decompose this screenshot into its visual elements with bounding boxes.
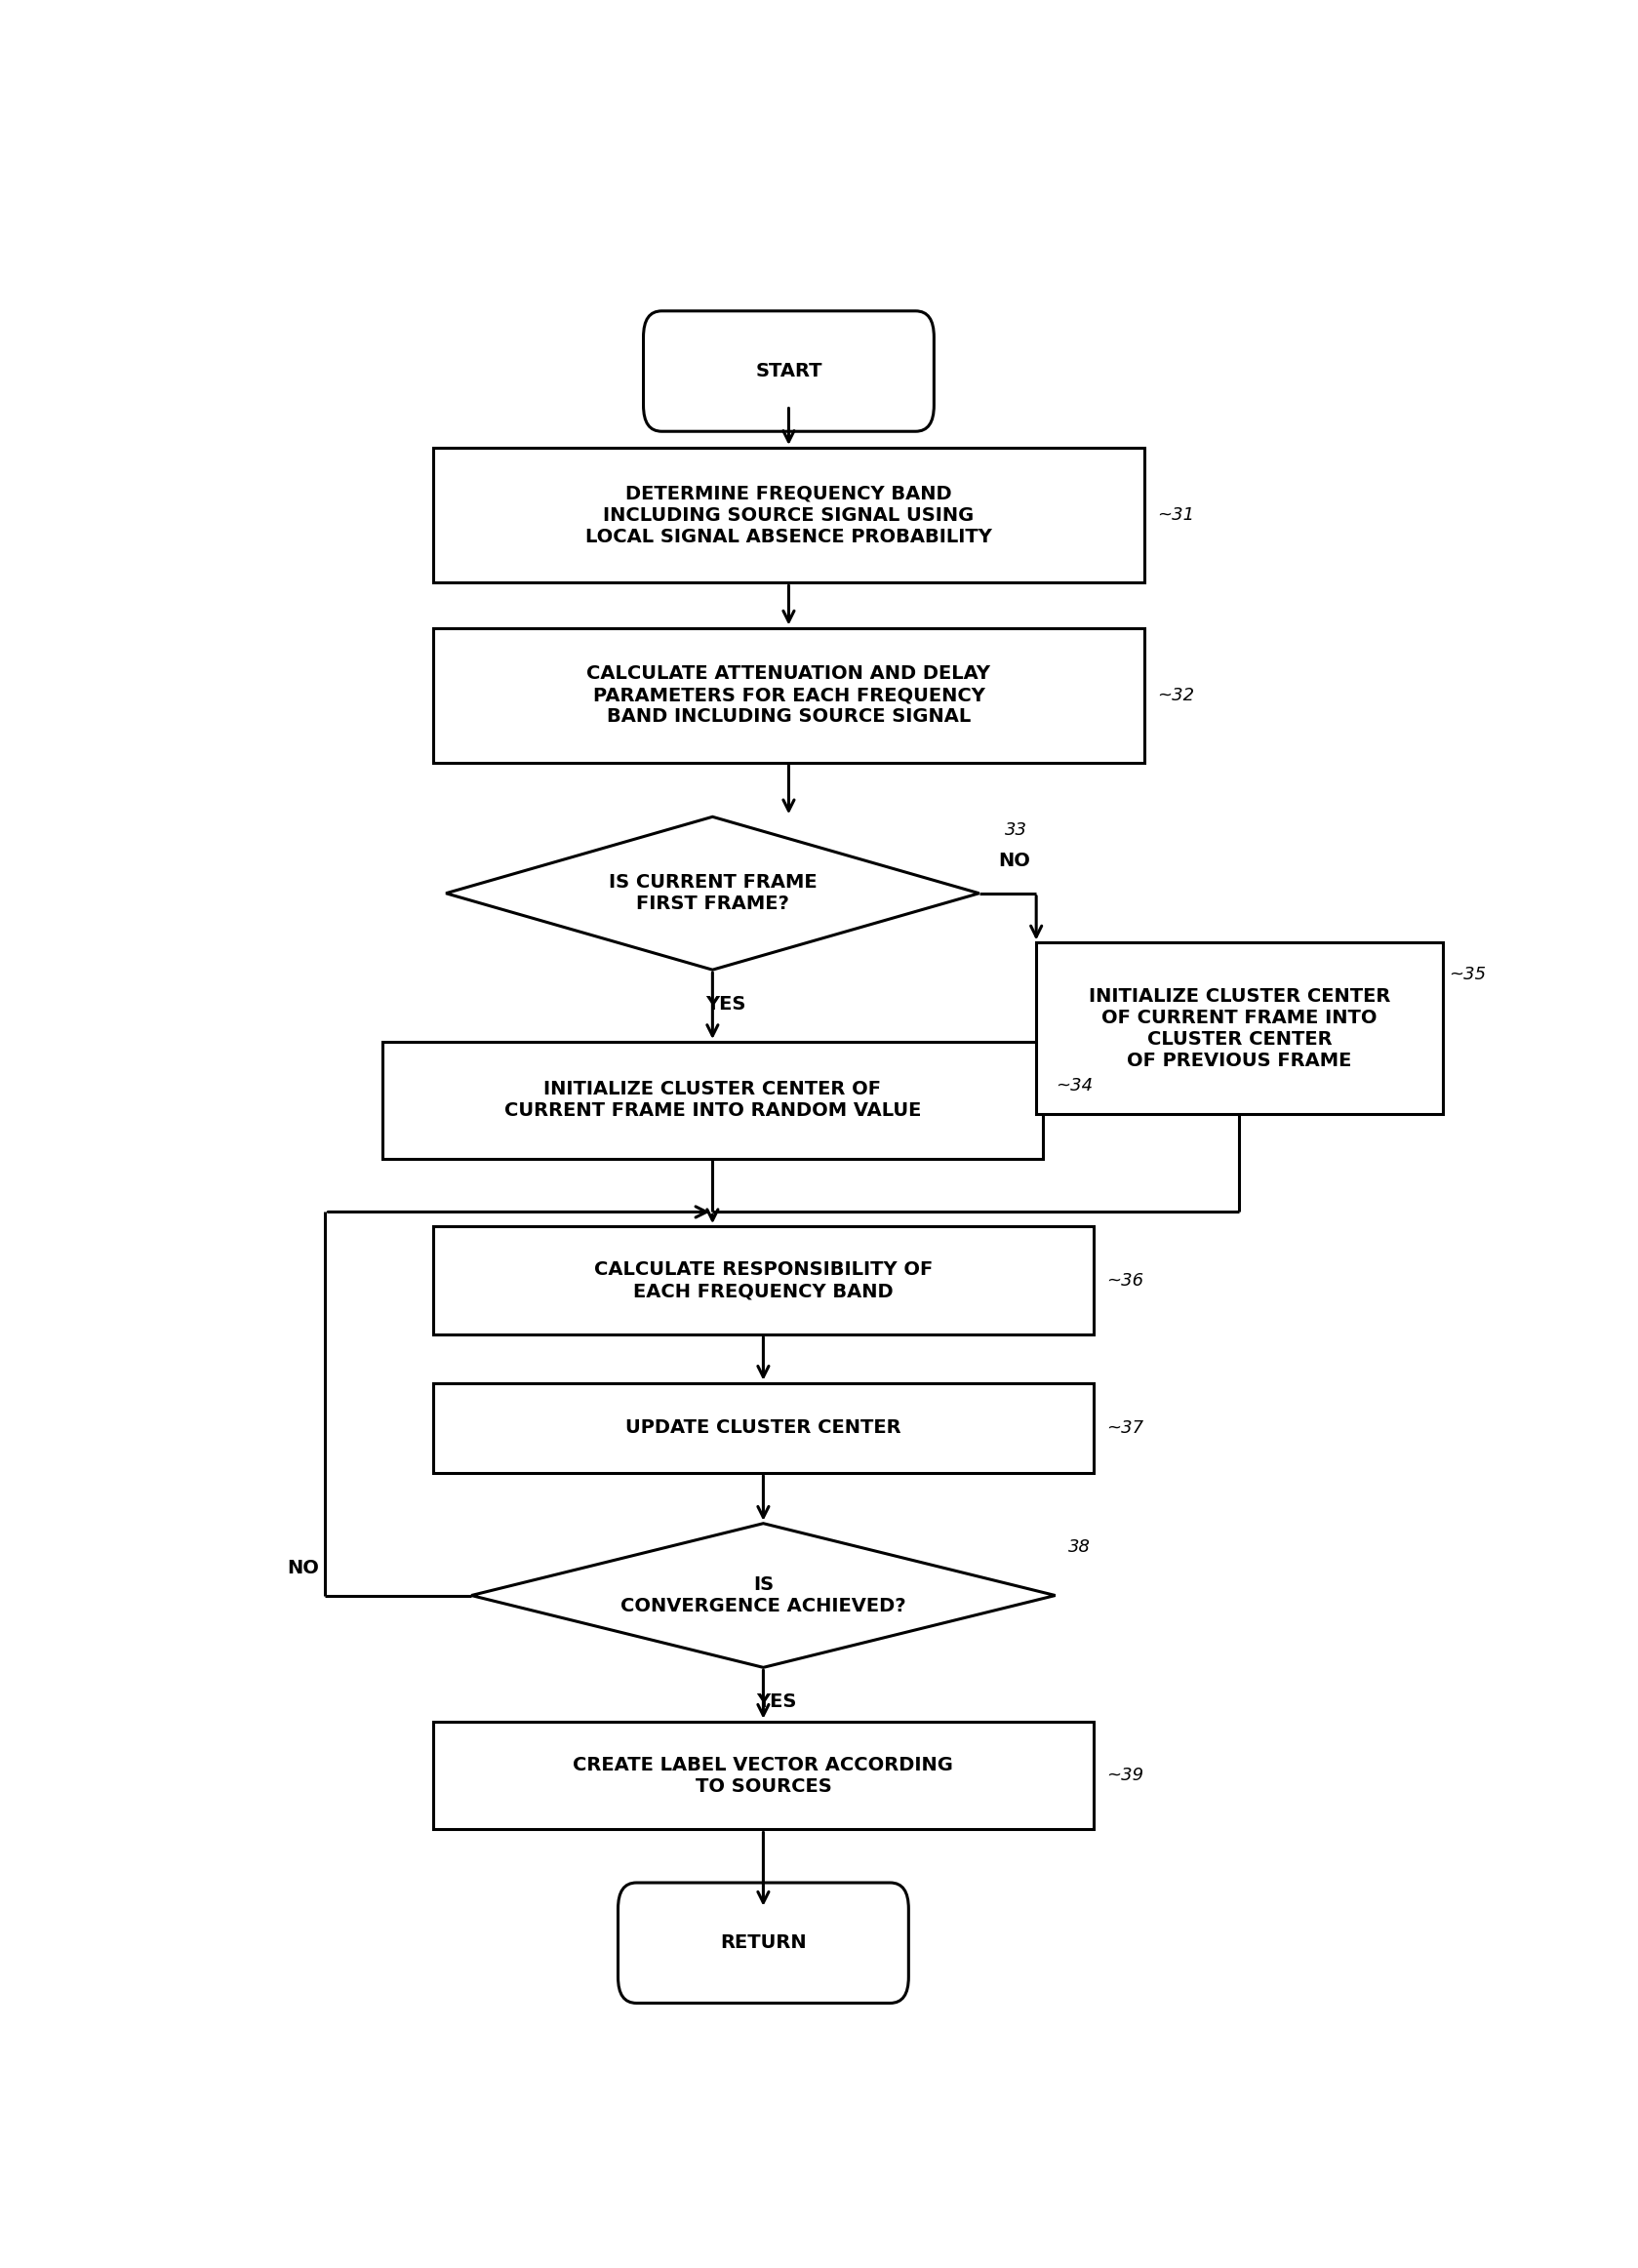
Text: IS
CONVERGENCE ACHIEVED?: IS CONVERGENCE ACHIEVED?: [621, 1576, 906, 1615]
Text: START: START: [755, 363, 822, 381]
Text: CALCULATE RESPONSIBILITY OF
EACH FREQUENCY BAND: CALCULATE RESPONSIBILITY OF EACH FREQUEN…: [595, 1261, 932, 1300]
Text: IS CURRENT FRAME
FIRST FRAME?: IS CURRENT FRAME FIRST FRAME?: [608, 873, 817, 914]
Bar: [383, 1041, 1043, 1159]
Text: ~32: ~32: [1156, 687, 1194, 703]
Text: CREATE LABEL VECTOR ACCORDING
TO SOURCES: CREATE LABEL VECTOR ACCORDING TO SOURCES: [573, 1755, 953, 1796]
Text: ~39: ~39: [1106, 1767, 1143, 1785]
Text: INITIALIZE CLUSTER CENTER
OF CURRENT FRAME INTO
CLUSTER CENTER
OF PREVIOUS FRAME: INITIALIZE CLUSTER CENTER OF CURRENT FRA…: [1088, 987, 1391, 1070]
Text: YES: YES: [755, 1692, 796, 1710]
Text: ~36: ~36: [1106, 1272, 1143, 1288]
Text: INITIALIZE CLUSTER CENTER OF
CURRENT FRAME INTO RANDOM VALUE: INITIALIZE CLUSTER CENTER OF CURRENT FRA…: [505, 1080, 921, 1120]
Polygon shape: [446, 816, 980, 971]
Text: ~35: ~35: [1450, 966, 1486, 982]
Text: CALCULATE ATTENUATION AND DELAY
PARAMETERS FOR EACH FREQUENCY
BAND INCLUDING SOU: CALCULATE ATTENUATION AND DELAY PARAMETE…: [586, 665, 991, 726]
Bar: [432, 447, 1145, 583]
Bar: [432, 1383, 1094, 1472]
Text: 38: 38: [1068, 1538, 1091, 1556]
Text: NO: NO: [287, 1558, 319, 1579]
Text: RETURN: RETURN: [721, 1935, 806, 1953]
Text: NO: NO: [998, 853, 1030, 871]
Bar: [432, 1721, 1094, 1830]
FancyBboxPatch shape: [644, 311, 934, 431]
Text: ~34: ~34: [1055, 1077, 1093, 1095]
Bar: [432, 628, 1145, 762]
Text: 33: 33: [1004, 821, 1027, 839]
FancyBboxPatch shape: [618, 1882, 909, 2003]
Text: DETERMINE FREQUENCY BAND
INCLUDING SOURCE SIGNAL USING
LOCAL SIGNAL ABSENCE PROB: DETERMINE FREQUENCY BAND INCLUDING SOURC…: [585, 485, 993, 547]
Text: ~31: ~31: [1156, 506, 1194, 524]
Bar: [432, 1227, 1094, 1334]
Text: ~37: ~37: [1106, 1420, 1143, 1436]
Text: YES: YES: [704, 996, 745, 1014]
Text: UPDATE CLUSTER CENTER: UPDATE CLUSTER CENTER: [626, 1420, 901, 1438]
Polygon shape: [472, 1524, 1055, 1667]
Bar: [1037, 943, 1443, 1114]
